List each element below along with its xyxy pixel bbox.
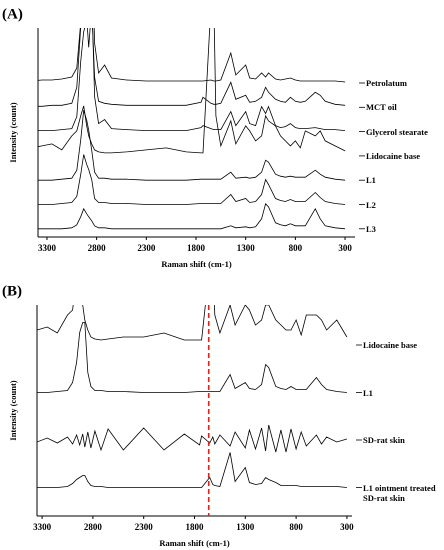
- spectrum-line: [38, 28, 346, 131]
- spectrum-line: [38, 110, 346, 181]
- legend-label: Petrolatum: [366, 78, 407, 88]
- spectrum-line: [38, 28, 346, 154]
- x-tick-label: 2300: [135, 522, 154, 532]
- spectrum-line: [38, 28, 346, 83]
- x-tick-label: 1300: [236, 522, 255, 532]
- legend-label: MCT oil: [366, 102, 397, 113]
- legend-label: L1: [363, 387, 373, 398]
- spectrum-line: [38, 28, 346, 107]
- spectrum-line: [37, 424, 348, 453]
- x-tick-label: 2800: [88, 243, 107, 253]
- x-tick-label: 3300: [33, 522, 52, 532]
- spectrum-line: [38, 154, 346, 205]
- x-tick-label: 300: [340, 522, 354, 532]
- x-tick-label: 1300: [237, 243, 256, 253]
- x-tick-label: 3300: [38, 243, 57, 253]
- legend-label: L3: [366, 223, 376, 234]
- legend-label: Glycerol stearate: [366, 126, 428, 137]
- spectrum-line: [37, 322, 347, 393]
- x-tick-label: 800: [289, 243, 303, 253]
- x-tick-label: 1800: [186, 522, 205, 532]
- x-axis-label: Raman shift (cm-1): [159, 538, 230, 548]
- spectrum-line: [37, 305, 348, 341]
- x-tick-label: 1800: [187, 243, 206, 253]
- legend-label: SD-rat skin: [363, 435, 405, 445]
- panel-label: (B): [2, 283, 22, 299]
- panel-label: (A): [2, 6, 23, 22]
- legend-label: Lidocaine base: [363, 340, 418, 350]
- x-axis-label: Raman shift (cm-1): [161, 259, 232, 269]
- x-tick-label: 300: [338, 243, 352, 253]
- legend-label: Lidocaine base: [366, 150, 421, 161]
- x-tick-label: 800: [289, 522, 303, 532]
- x-tick-label: 2800: [84, 522, 103, 532]
- legend-label: L1 ointment treated SD-rat skin: [363, 482, 436, 503]
- spectrum-line: [37, 452, 347, 488]
- x-tick-label: 2300: [137, 243, 156, 253]
- y-axis-label: Intensity (count): [8, 102, 18, 162]
- legend-label: L2: [366, 199, 376, 210]
- y-axis-label: Intensity (count): [8, 380, 18, 440]
- legend-label: L1: [366, 175, 376, 186]
- spectrum-line: [38, 203, 346, 230]
